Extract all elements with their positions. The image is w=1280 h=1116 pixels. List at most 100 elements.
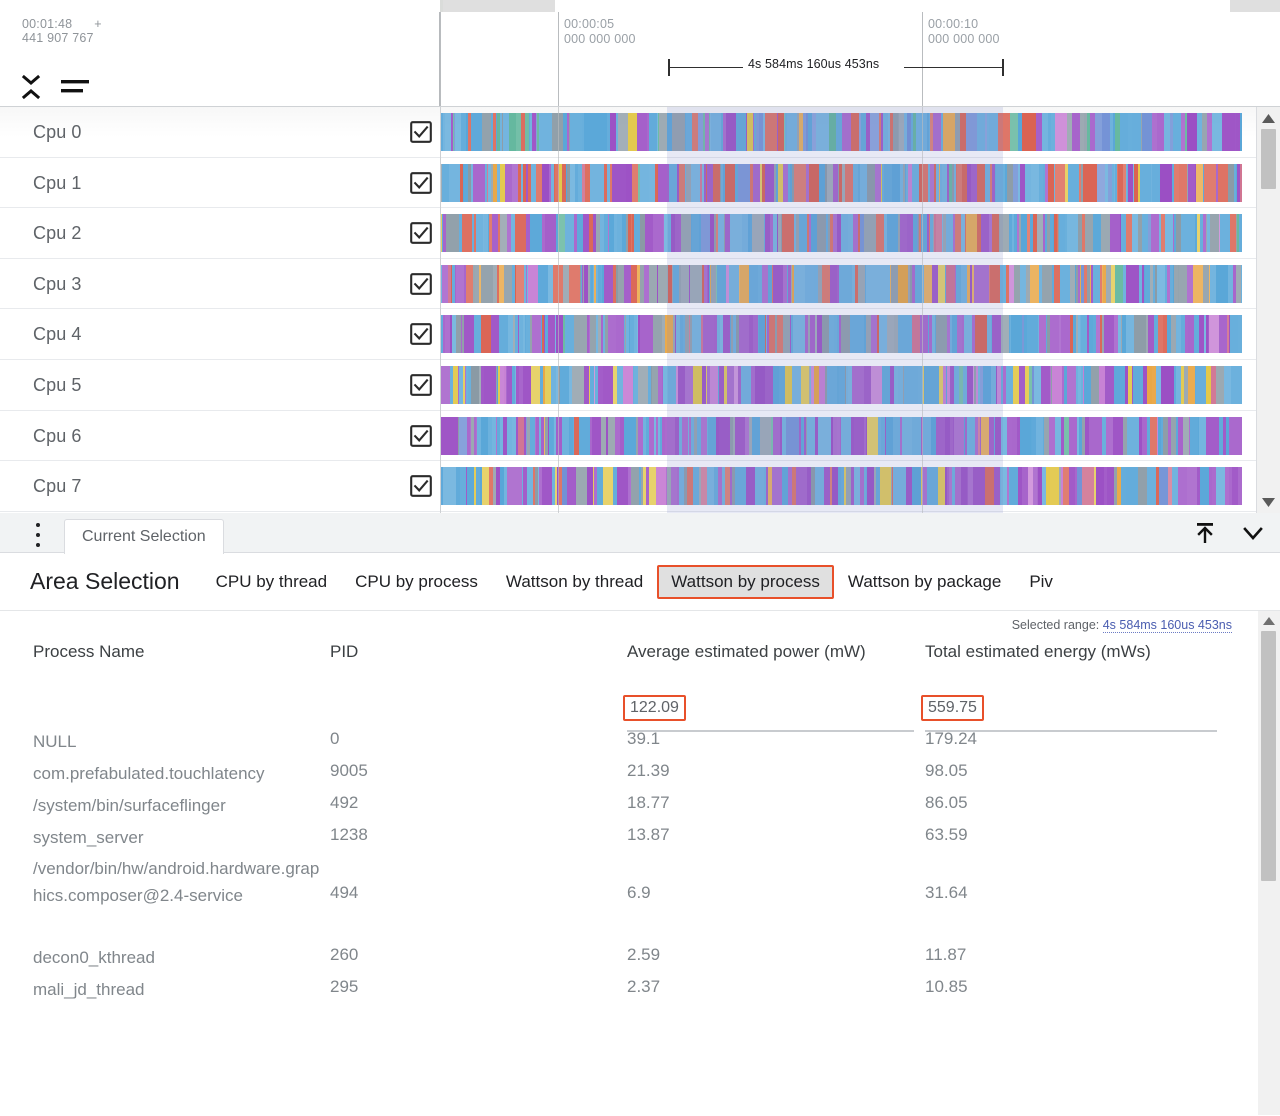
cell-average-power: 18.77 <box>627 793 670 812</box>
panel-buttons <box>1188 517 1270 549</box>
cpu-slice-canvas[interactable] <box>440 416 1242 455</box>
cpu-slice-canvas[interactable] <box>440 113 1242 151</box>
overview-minimap[interactable] <box>0 0 1280 12</box>
checkbox-checked-icon[interactable] <box>410 222 432 245</box>
aggregate-rule-energy <box>925 730 1217 732</box>
column-header-3[interactable]: Total estimated energy (mWs) <box>925 642 1151 661</box>
aggregate-rule-power <box>627 730 914 732</box>
checkbox-checked-icon[interactable] <box>410 374 432 396</box>
details-panel: Current Selection Area Selection <box>0 513 1280 1116</box>
aggregate-average-power: 122.09 <box>623 695 686 721</box>
wattson-process-table: Selected range: 4s 584ms 160us 453ns Pro… <box>0 611 1280 1115</box>
cell-total-energy: 63.59 <box>925 825 968 844</box>
track-scroll-up-icon[interactable] <box>1257 109 1280 127</box>
cpu-track-row[interactable]: Cpu 3 <box>0 259 1280 310</box>
cell-total-energy: 98.05 <box>925 761 968 780</box>
cell-process-name: com.prefabulated.touchlatency <box>33 764 265 783</box>
cpu-track-row[interactable]: Cpu 4 <box>0 309 1280 360</box>
overview-canvas[interactable] <box>440 0 1280 12</box>
tab-wattson-by-package[interactable]: Wattson by package <box>847 571 1002 591</box>
selection-span-measure: 4s 584ms 160us 453ns <box>668 56 1004 80</box>
cell-process-name: mali_jd_thread <box>33 980 145 999</box>
table-row[interactable]: mali_jd_thread 295 2.37 10.85 <box>0 971 1232 1003</box>
cpu-slice-canvas[interactable] <box>440 264 1242 303</box>
selected-range-value[interactable]: 4s 584ms 160us 453ns <box>1102 618 1232 633</box>
cpu-track-row[interactable]: Cpu 0 <box>0 107 1280 158</box>
table-row[interactable]: system_server 1238 13.87 63.59 <box>0 819 1232 851</box>
track-scroll-down-icon[interactable] <box>1257 493 1280 511</box>
tab-cpu-by-process[interactable]: CPU by process <box>355 571 478 591</box>
tab-current-selection[interactable]: Current Selection <box>64 519 224 554</box>
checkbox-checked-icon[interactable] <box>410 424 432 447</box>
chevron-down-icon[interactable] <box>1236 517 1270 549</box>
cpu-track-row[interactable]: Cpu 7 <box>0 461 1280 512</box>
cpu-track-row[interactable]: Cpu 2 <box>0 208 1280 259</box>
table-row[interactable]: /system/bin/surfaceflinger 492 18.77 86.05 <box>0 787 1232 819</box>
ruler-label-ns: 000 000 000 <box>928 32 1000 46</box>
tab-piv[interactable]: Piv <box>1029 571 1053 591</box>
column-header-0[interactable]: Process Name <box>33 642 145 661</box>
cursor-time-hms: 00:01:48 <box>22 17 73 31</box>
sidebar-item-cpu-3: Cpu 3 <box>33 273 82 294</box>
cpu-slice-canvas[interactable] <box>440 365 1242 404</box>
cell-pid: 492 <box>330 793 359 812</box>
ruler-tick <box>922 12 923 106</box>
tab-cpu-by-thread[interactable]: CPU by thread <box>215 571 328 591</box>
ruler-label-ns: 000 000 000 <box>564 32 636 46</box>
tab-wattson-by-thread[interactable]: Wattson by thread <box>505 571 644 591</box>
table-row[interactable]: NULL 0 39.1 179.24 <box>0 723 1232 755</box>
track-scroll-thumb[interactable] <box>1261 129 1276 189</box>
cell-process-name: /system/bin/surfaceflinger <box>33 796 226 815</box>
track-scrollbar[interactable] <box>1256 107 1280 513</box>
cell-pid: 0 <box>330 729 340 748</box>
table-scrollbar[interactable] <box>1258 611 1280 1115</box>
track-filter-icon[interactable] <box>60 77 90 97</box>
details-subtabs: Area Selection CPU by thread CPU by proce… <box>0 553 1280 611</box>
time-ruler[interactable]: 00:00:05 000 000 000 00:00:10 000 000 000 4s… <box>440 12 1280 106</box>
cpu-track-row[interactable]: Cpu 5 <box>0 360 1280 411</box>
table-header-row: Process Name PID Average estimated power (… <box>0 611 1232 732</box>
cell-pid: 1238 <box>330 825 368 844</box>
collapse-all-icon[interactable] <box>20 74 42 100</box>
vertical-dots-icon[interactable] <box>28 521 48 549</box>
selected-range: Selected range: 4s 584ms 160us 453ns <box>1011 618 1232 633</box>
span-duration-label: 4s 584ms 160us 453ns <box>748 57 880 71</box>
span-line-right <box>904 67 1002 68</box>
cell-average-power: 2.59 <box>627 945 661 964</box>
timeline-header-actions <box>20 74 90 100</box>
ruler-label-hms: 00:00:10 <box>928 17 979 31</box>
cpu-slice-canvas[interactable] <box>440 315 1242 354</box>
ruler-label-hms: 00:00:05 <box>564 17 615 31</box>
expand-to-top-icon[interactable] <box>1188 517 1222 549</box>
table-scroll-up-icon[interactable] <box>1258 613 1279 629</box>
checkbox-checked-icon[interactable] <box>410 272 432 295</box>
column-header-2[interactable]: Average estimated power (mW) <box>627 642 866 661</box>
cell-process-name: /vendor/bin/hw/android.hardware.graphics… <box>33 859 320 905</box>
ruler-label-0: 00:00:05 000 000 000 <box>564 17 636 47</box>
table-row[interactable]: com.prefabulated.touchlatency 9005 21.39 98… <box>0 755 1232 787</box>
cell-total-energy: 31.64 <box>925 883 968 902</box>
details-tabstrip: Current Selection <box>0 513 1280 554</box>
table-body: Process Name PID Average estimated power (… <box>0 611 1232 1003</box>
cell-pid: 260 <box>330 945 359 964</box>
tab-wattson-by-process[interactable]: Wattson by process <box>657 564 834 599</box>
selected-range-label: Selected range: <box>1011 618 1100 632</box>
cpu-track-row[interactable]: Cpu 1 <box>0 158 1280 209</box>
cpu-track-row[interactable]: Cpu 6 <box>0 411 1280 462</box>
ruler-tick <box>558 12 559 106</box>
cursor-time-ns: 441 907 767 <box>22 31 94 45</box>
checkbox-checked-icon[interactable] <box>410 323 432 346</box>
cpu-slice-canvas[interactable] <box>440 467 1242 506</box>
table-scroll-thumb[interactable] <box>1261 631 1276 881</box>
cell-pid: 494 <box>330 883 359 902</box>
cell-process-name: decon0_kthread <box>33 948 155 967</box>
table-row[interactable]: /vendor/bin/hw/android.hardware.graphics… <box>0 851 1232 939</box>
checkbox-checked-icon[interactable] <box>410 171 432 194</box>
table-row[interactable]: decon0_kthread 260 2.59 11.87 <box>0 939 1232 971</box>
sidebar-item-cpu-5: Cpu 5 <box>33 374 82 395</box>
column-header-1[interactable]: PID <box>330 642 359 661</box>
checkbox-checked-icon[interactable] <box>410 121 432 143</box>
cpu-slice-canvas[interactable] <box>440 163 1242 202</box>
checkbox-checked-icon[interactable] <box>410 475 432 498</box>
cpu-slice-canvas[interactable] <box>440 214 1242 253</box>
